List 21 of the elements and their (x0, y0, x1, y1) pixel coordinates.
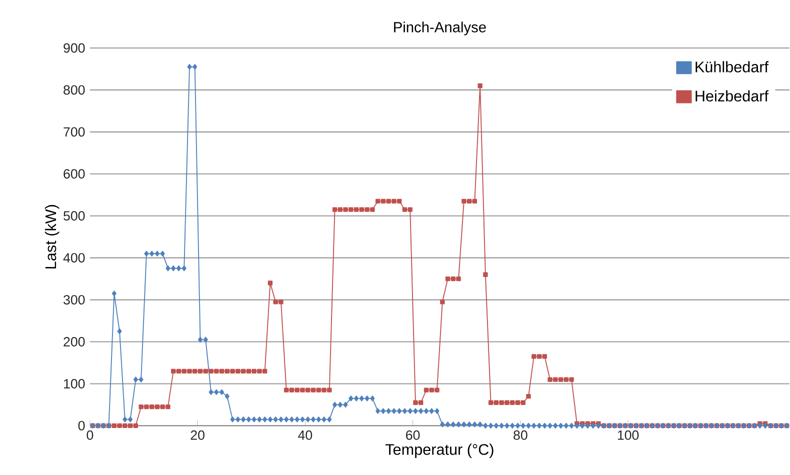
x-tick-label: 0 (86, 430, 94, 440)
x-tick-label: 20 (190, 430, 204, 440)
y-tick-label: 100 (64, 379, 85, 389)
y-tick-label: 900 (64, 43, 85, 53)
y-tick-label: 600 (64, 169, 85, 179)
x-axis-title: Temperatur (°C) (385, 444, 494, 458)
y-tick-label: 800 (64, 85, 85, 95)
y-tick-label: 300 (64, 295, 85, 305)
legend-label: Heizbedarf (696, 90, 769, 102)
x-tick-label: 40 (298, 430, 312, 440)
x-tick-label: 80 (514, 430, 528, 440)
y-tick-label: 200 (64, 337, 85, 347)
y-axis-title: Last (kW) (44, 205, 60, 269)
x-tick-label: 60 (406, 430, 420, 440)
y-tick-label: 400 (63, 253, 85, 263)
y-tick-label: 500 (64, 211, 85, 221)
y-tick-label: 0 (78, 421, 85, 431)
legend-label: Kühlbedarf (696, 61, 769, 73)
chart-title: Pinch-Analyse (394, 22, 486, 36)
y-tick-label: 700 (64, 127, 85, 137)
x-tick-label: 100 (618, 430, 639, 440)
